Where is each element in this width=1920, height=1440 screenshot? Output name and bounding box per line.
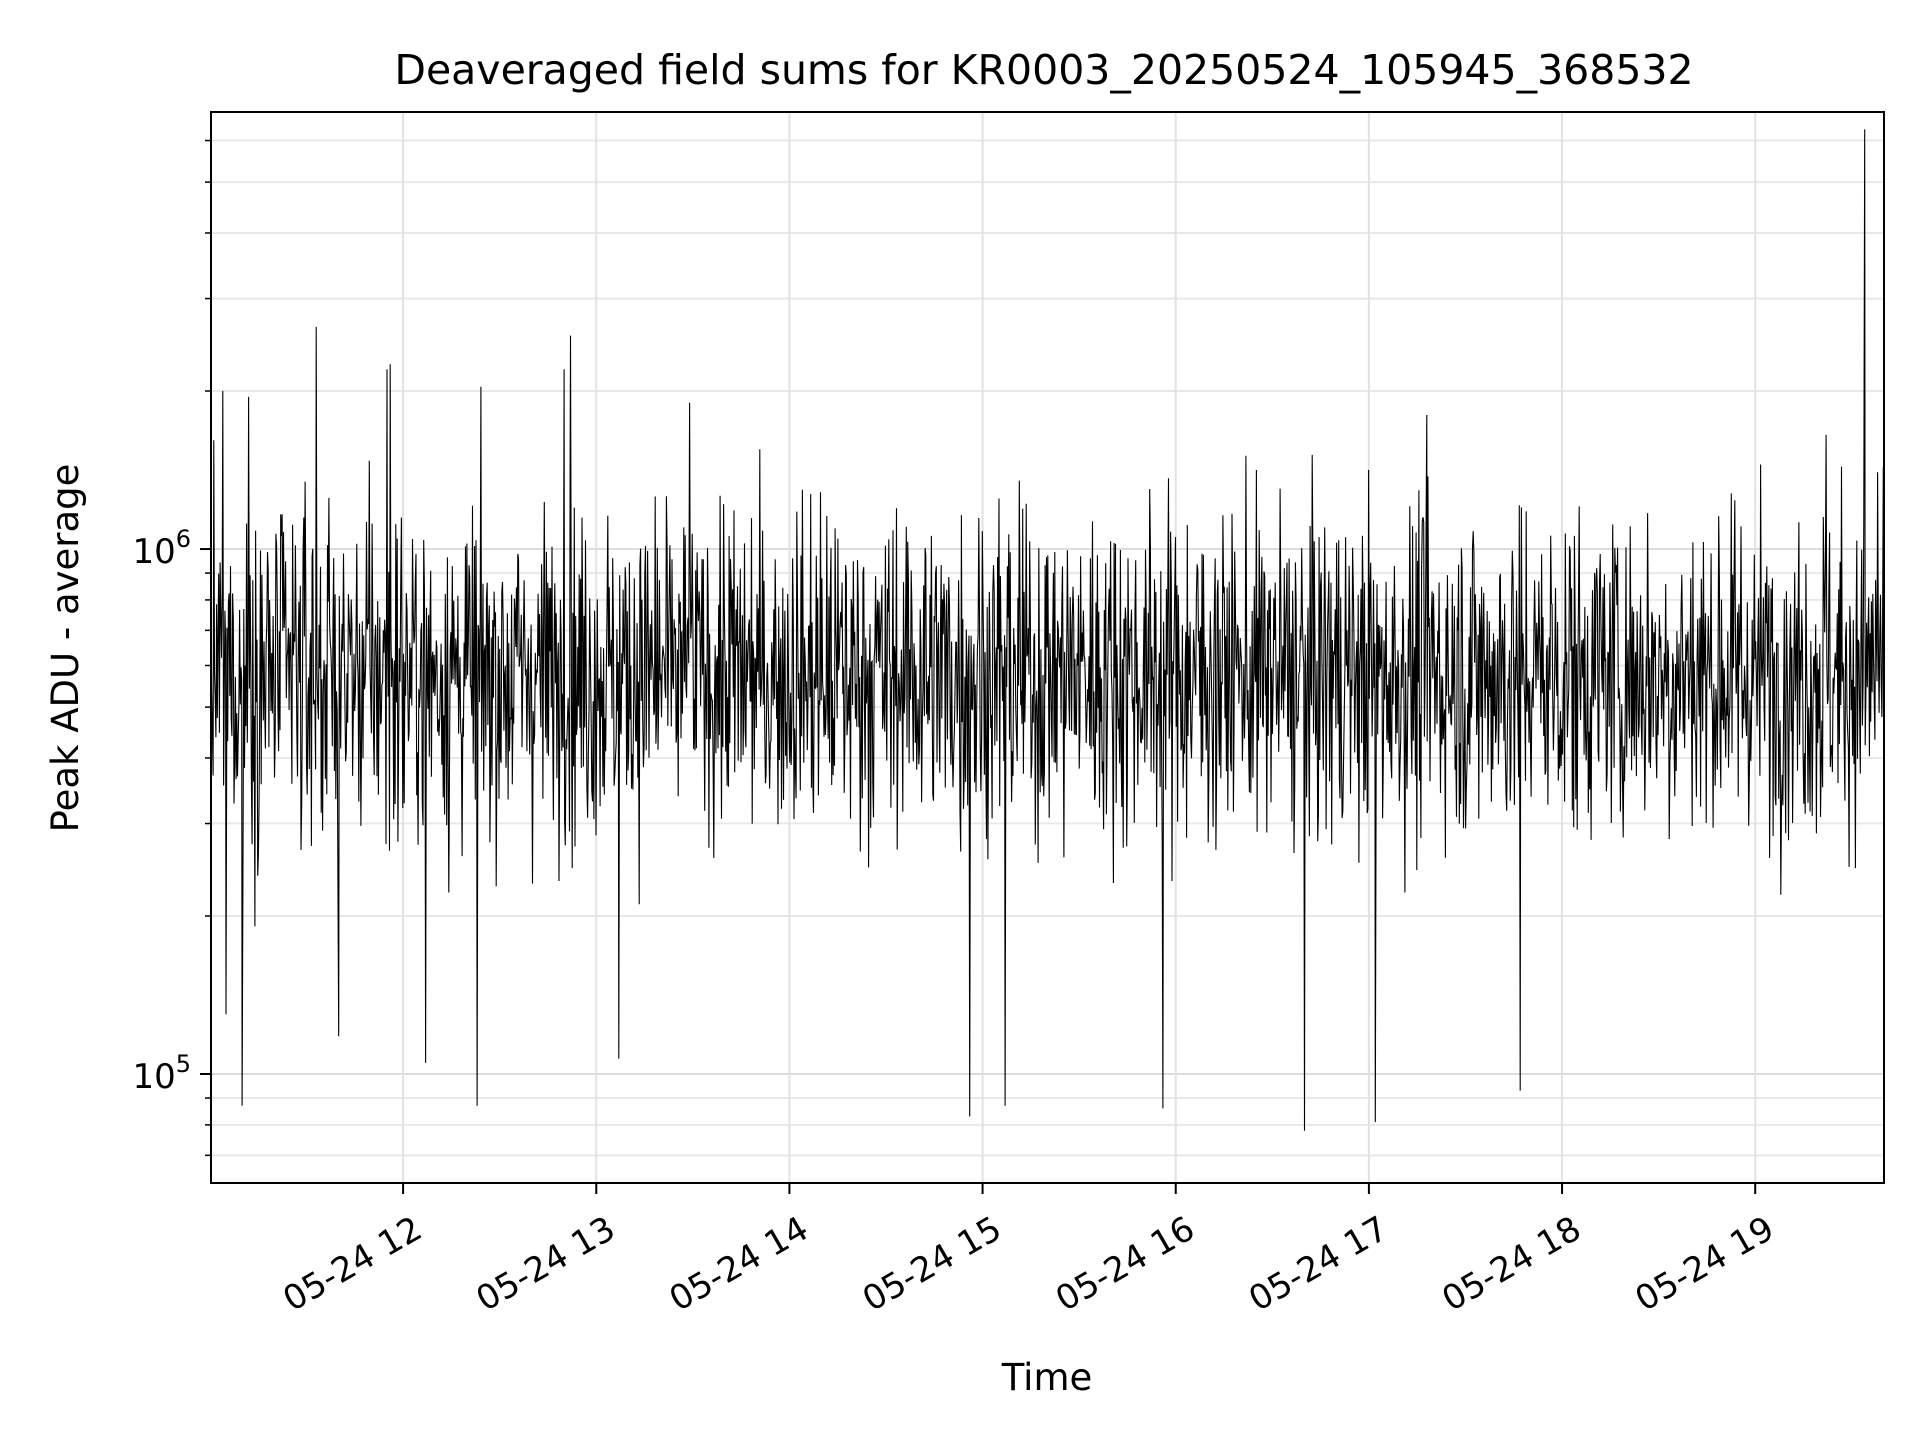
y-tick-label: 106 — [132, 525, 191, 572]
y-tick-label: 105 — [132, 1050, 191, 1097]
plot-frame — [210, 111, 1885, 1184]
x-axis-label: Time — [1001, 1356, 1093, 1399]
y-axis-label: Peak ADU - average — [44, 464, 87, 833]
series-line — [210, 129, 1885, 1131]
y-tick-base: 10 — [132, 532, 175, 572]
y-tick-exponent: 5 — [176, 1050, 191, 1078]
y-tick-base: 10 — [132, 1057, 175, 1097]
chart-title: Deaveraged field sums for KR0003_2025052… — [394, 46, 1693, 94]
y-tick-exponent: 6 — [176, 525, 191, 553]
series-line-layer — [210, 129, 1885, 1131]
